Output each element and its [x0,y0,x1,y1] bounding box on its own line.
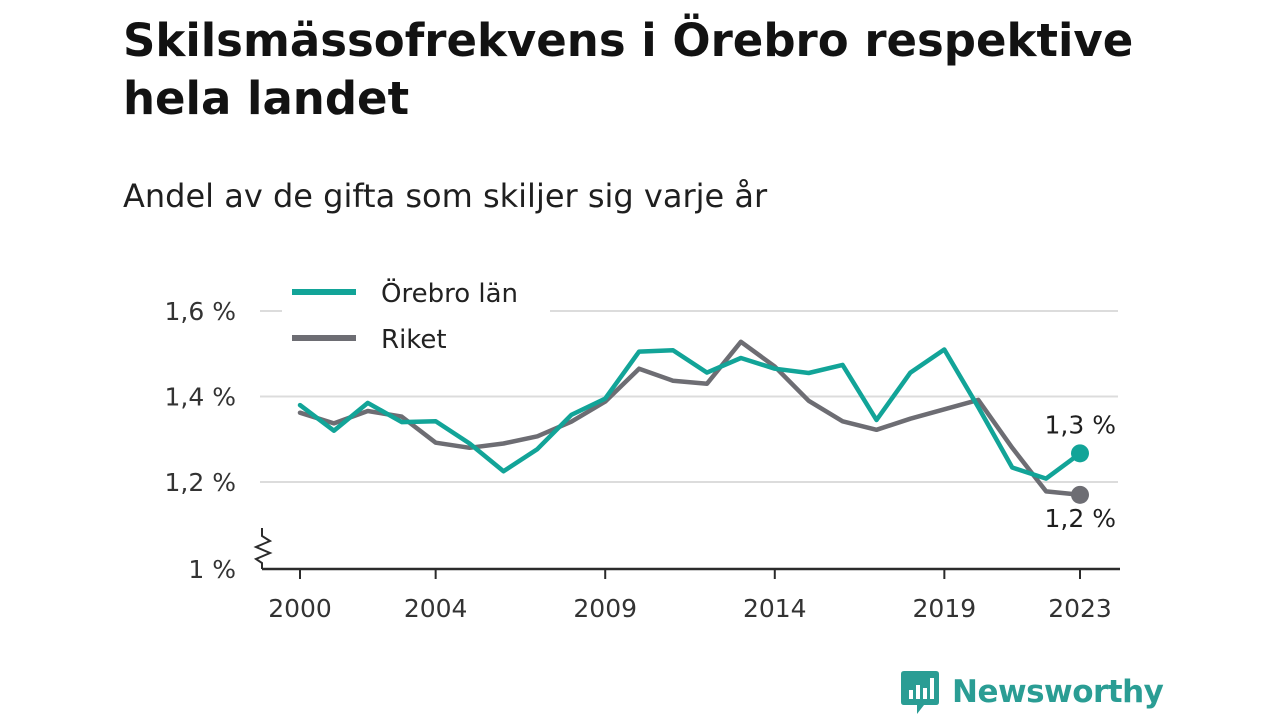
x-tick-label: 2019 [913,594,977,623]
legend-label: Riket [381,325,447,355]
x-tick-label: 2004 [404,594,468,623]
series-end-marker [1071,485,1089,504]
end-value-label: 1,3 % [1045,410,1116,439]
axis-break-icon [253,528,273,569]
series-line [297,347,1083,481]
series-line [297,339,1083,498]
x-tick-label: 2014 [743,594,807,623]
legend-background [282,272,550,360]
series-end-marker [1071,444,1089,463]
end-labels: 1,3 % 1,2 % [1045,410,1116,532]
x-axis: 2000 2004 2009 2014 2019 2023 [262,567,1120,623]
legend-label: Örebro län [381,277,518,309]
y-tick-label: 1,2 % [165,468,236,497]
chart-title: Skilsmässofrekvens i Örebro respektive h… [123,14,1134,125]
brand-name: Newsworthy [952,674,1164,710]
brand-logo: Newsworthy [900,668,1164,716]
chart-subtitle: Andel av de gifta som skiljer sig varje … [123,177,768,215]
y-tick-label: 1,4 % [165,383,236,412]
newsworthy-logo-icon [901,671,939,714]
end-value-label: 1,2 % [1045,504,1116,533]
series-lines [297,339,1089,504]
x-tick-label: 2023 [1048,594,1112,623]
x-tick-label: 2000 [268,594,332,623]
y-tick-label: 1 % [188,555,236,584]
legend: Örebro län Riket [282,272,550,360]
y-tick-label: 1,6 % [165,297,236,326]
y-axis: 1 % 1,2 % 1,4 % 1,6 % [165,297,273,584]
x-tick-label: 2009 [573,594,637,623]
